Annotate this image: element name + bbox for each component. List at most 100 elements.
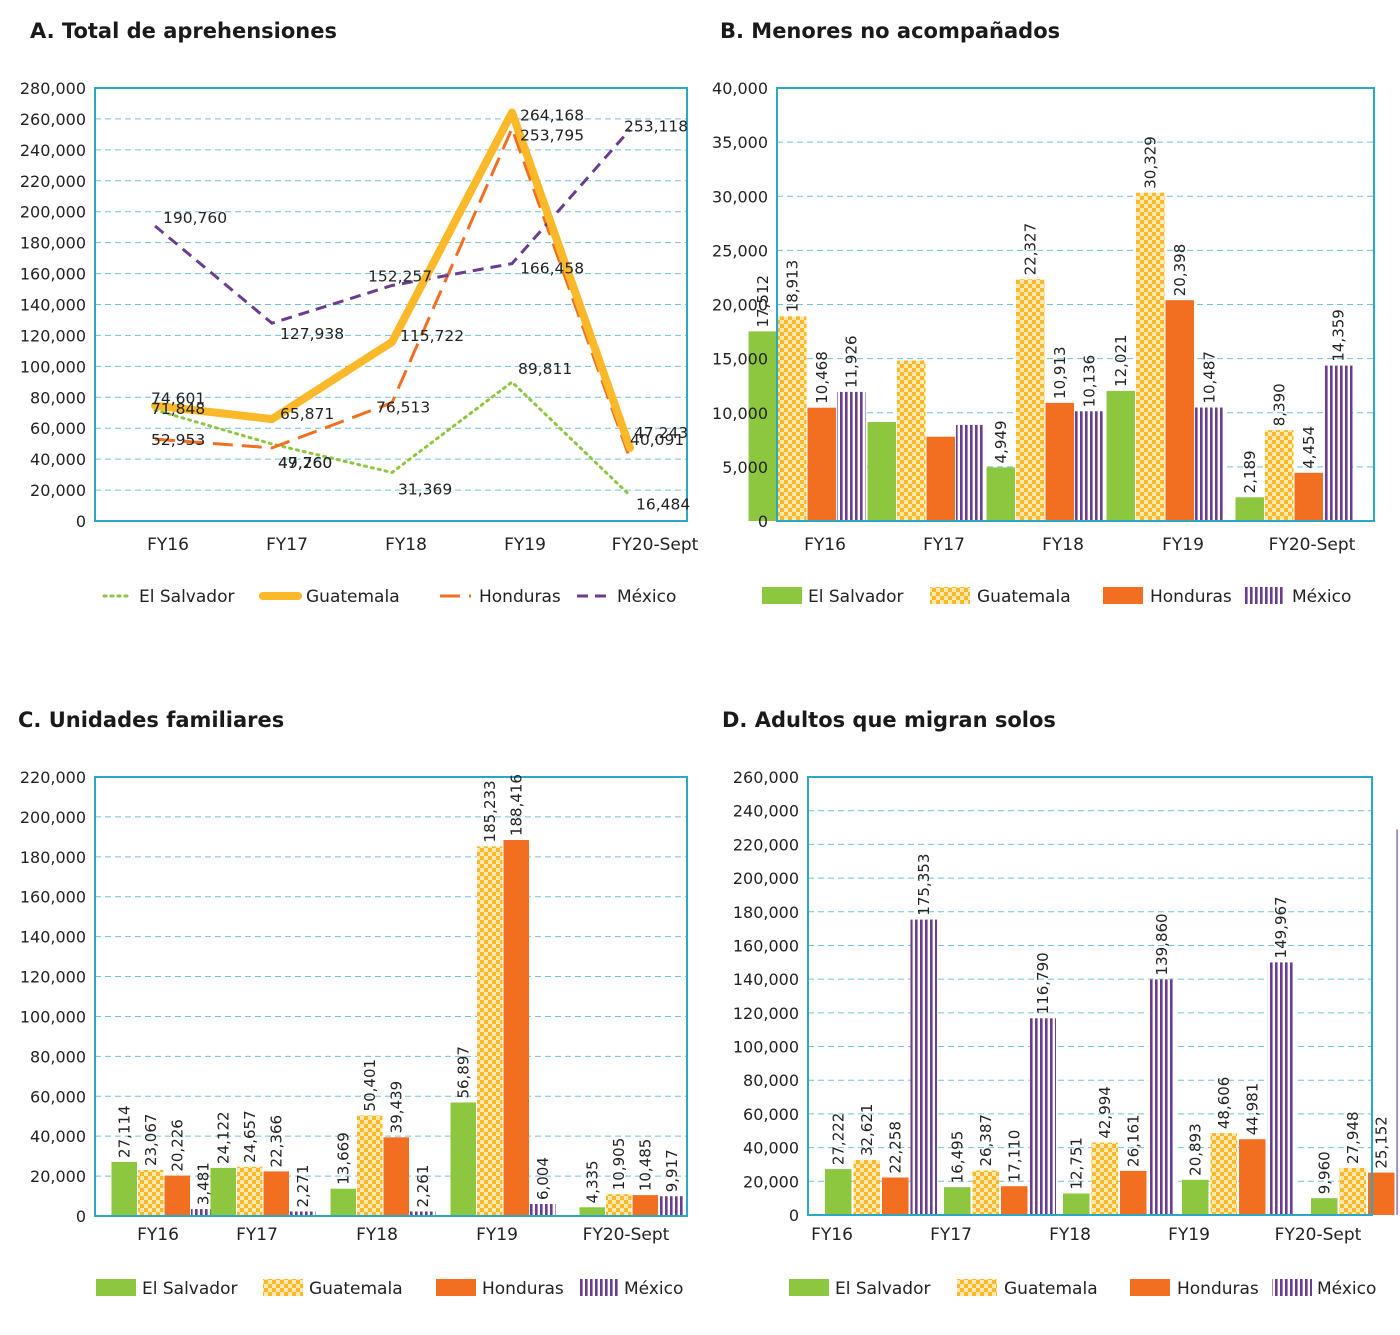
y-tick-label: 80,000 [30,388,86,407]
legend-label: Honduras [1150,587,1232,607]
x-axis: FY16 FY17 FY18 FY19 FY20-Sept [147,535,699,555]
data-label: 139,860 [1153,913,1171,975]
y-tick-label: 15,000 [712,350,768,369]
bar-honduras-fy17 [263,1171,289,1216]
data-label: 74,601 [151,390,205,408]
bar-mexico-fy17 [290,1211,316,1216]
solid-orange-swatch-icon [1103,587,1143,604]
bar-mexico-fy16 [837,391,866,521]
x-tick-label: FY20-Sept [1269,535,1356,555]
legend-item-mexico: México [1272,1279,1376,1299]
bar-el-salvador-fy18 [1063,1193,1090,1215]
data-label: 89,811 [518,360,572,378]
bar-mexico-fy19 [530,1204,556,1216]
data-label: 13,669 [334,1132,352,1185]
bar-guatemala-fy17 [897,360,926,521]
data-label: 30,329 [1141,136,1159,189]
bar-guatemala-fy19 [1136,192,1165,521]
data-label: 185,233 [481,780,499,842]
y-tick-label: 20,000 [30,481,86,500]
data-label: 31,369 [398,480,452,498]
data-label: 4,454 [1300,426,1318,469]
y-tick-label: 0 [758,512,768,531]
data-label: 188,416 [507,774,525,836]
legend-label: México [1317,1279,1376,1299]
solid-green-swatch-icon [789,1279,829,1296]
legend-label: Honduras [482,1279,564,1299]
y-tick-label: 40,000 [743,1139,799,1158]
data-label: 16,484 [636,496,690,514]
bar-guatemala-fy16 [138,1170,164,1216]
striped-purple-swatch-icon [1245,587,1285,604]
x-tick-label: FY17 [236,1225,278,1245]
legend-item-guatemala: Guatemala [930,587,1071,607]
solid-orange-swatch-icon [1130,1279,1170,1296]
data-label: 32,621 [858,1104,876,1157]
data-label: 71,848 [151,400,205,418]
data-label: 10,913 [1051,346,1069,399]
x-axis: FY16 FY17 FY18 FY19 FY20-Sept [137,1225,670,1245]
data-label: 18,913 [783,260,801,313]
bar-mexico-fy20-sept [1324,365,1353,521]
bar-mexico-fy18 [410,1211,436,1216]
data-label: 12,021 [1112,334,1130,387]
data-label: 175,353 [915,854,933,916]
y-tick-label: 120,000 [733,1004,799,1023]
legend-label: México [617,587,676,607]
bar-honduras-fy19 [503,840,529,1216]
x-tick-label: FY20-Sept [583,1225,670,1245]
y-tick-label: 35,000 [712,133,768,152]
bar-el-salvador-fy17 [944,1187,971,1215]
bar-mexico-fy16 [910,919,937,1215]
data-label: 4,949 [992,420,1010,463]
bar-el-salvador-fy20-sept [579,1207,605,1216]
y-axis: 0 20,000 40,000 60,000 80,000 100,000 120,000 1… [20,768,86,1226]
data-label: 23,067 [142,1114,160,1167]
bar-guatemala-fy16 [778,316,807,521]
data-labels: 27,222 32,621 22,258 175,353 16,495 26,387 17,… [829,854,1390,1195]
data-label: 12,751 [1067,1137,1085,1190]
y-tick-label: 200,000 [733,869,799,888]
y-tick-label: 200,000 [20,808,86,827]
bar-el-salvador-fy16 [825,1169,852,1215]
data-label: 56,897 [454,1046,472,1099]
series-line-honduras [154,124,632,460]
legend-label: México [624,1279,683,1299]
chart-total-aprehensiones: A. Total de aprehensiones 0 20,000 40,000 6… [20,19,699,607]
legend-item-el-salvador: El Salvador [789,1279,930,1299]
x-tick-label: FY17 [930,1225,972,1245]
y-tick-label: 240,000 [20,141,86,160]
checker-yellow-swatch-icon [957,1279,997,1296]
bar-el-salvador-fy16 [111,1161,137,1216]
data-label: 49,760 [278,454,332,472]
data-label: 14,359 [1329,309,1347,362]
data-label: 2,189 [1241,450,1259,493]
chart-title: B. Menores no acompañados [720,19,1060,43]
y-tick-label: 40,000 [30,1127,86,1146]
chart-menores-no-acompanados: B. Menores no acompañados 0 5,000 10,000 15… [712,19,1375,607]
bar-el-salvador-fy16 [748,331,777,521]
legend-item-mexico: México [578,1279,683,1299]
data-label: 27,114 [115,1105,133,1158]
data-label: 22,366 [267,1115,285,1168]
data-label: 10,487 [1200,351,1218,404]
bar-guatemala-fy18 [1016,279,1045,521]
legend-label: El Salvador [139,587,234,607]
y-tick-label: 10,000 [712,404,768,423]
plot-frame [807,776,1373,1216]
bar-mexico-fy19 [1195,407,1224,521]
x-tick-label: FY20-Sept [612,535,699,555]
bars [825,829,1400,1215]
x-tick-label: FY19 [504,535,546,555]
y-tick-label: 60,000 [30,419,86,438]
y-tick-label: 220,000 [20,172,86,191]
data-label: 27,222 [829,1113,847,1166]
y-tick-label: 0 [789,1206,799,1225]
data-label: 149,967 [1272,896,1290,958]
y-axis: 0 5,000 10,000 15,000 20,000 25,000 30,000 35,0… [712,79,768,531]
bar-guatemala-fy17 [972,1170,999,1215]
data-label: 127,938 [280,325,344,343]
x-tick-label: FY16 [147,535,189,555]
y-tick-label: 25,000 [712,241,768,260]
y-tick-label: 100,000 [20,357,86,376]
